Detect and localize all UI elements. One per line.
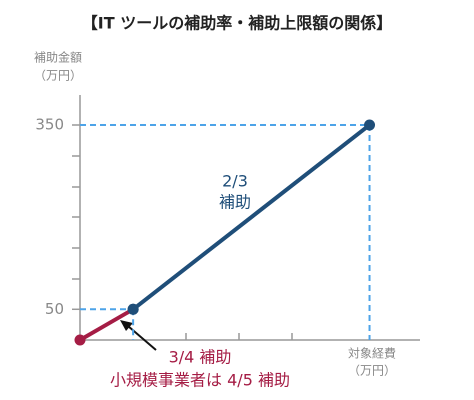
annotation: 補助	[219, 193, 251, 212]
arrow-head	[120, 320, 133, 331]
series-line	[131, 123, 371, 311]
chart-title: 【IT ツールの補助率・補助上限額の関係】	[82, 14, 392, 33]
x-axis-label: （万円）	[348, 364, 396, 378]
y-tick-label: 50	[45, 300, 64, 318]
annotation: 3/4 補助	[169, 348, 232, 367]
point	[127, 303, 139, 315]
y-axis-label: 補助金額	[34, 50, 82, 65]
series-line	[78, 307, 135, 342]
y-axis-label: （万円）	[34, 69, 82, 83]
x-axis-label: 対象経費	[348, 346, 396, 361]
y-tick-label: 350	[35, 116, 64, 134]
point	[74, 334, 86, 346]
annotation: 小規模事業者は 4/5 補助	[110, 371, 290, 390]
arrow	[120, 320, 157, 351]
point	[364, 119, 376, 131]
annotation: 2/3	[222, 172, 248, 191]
axes	[72, 95, 420, 341]
